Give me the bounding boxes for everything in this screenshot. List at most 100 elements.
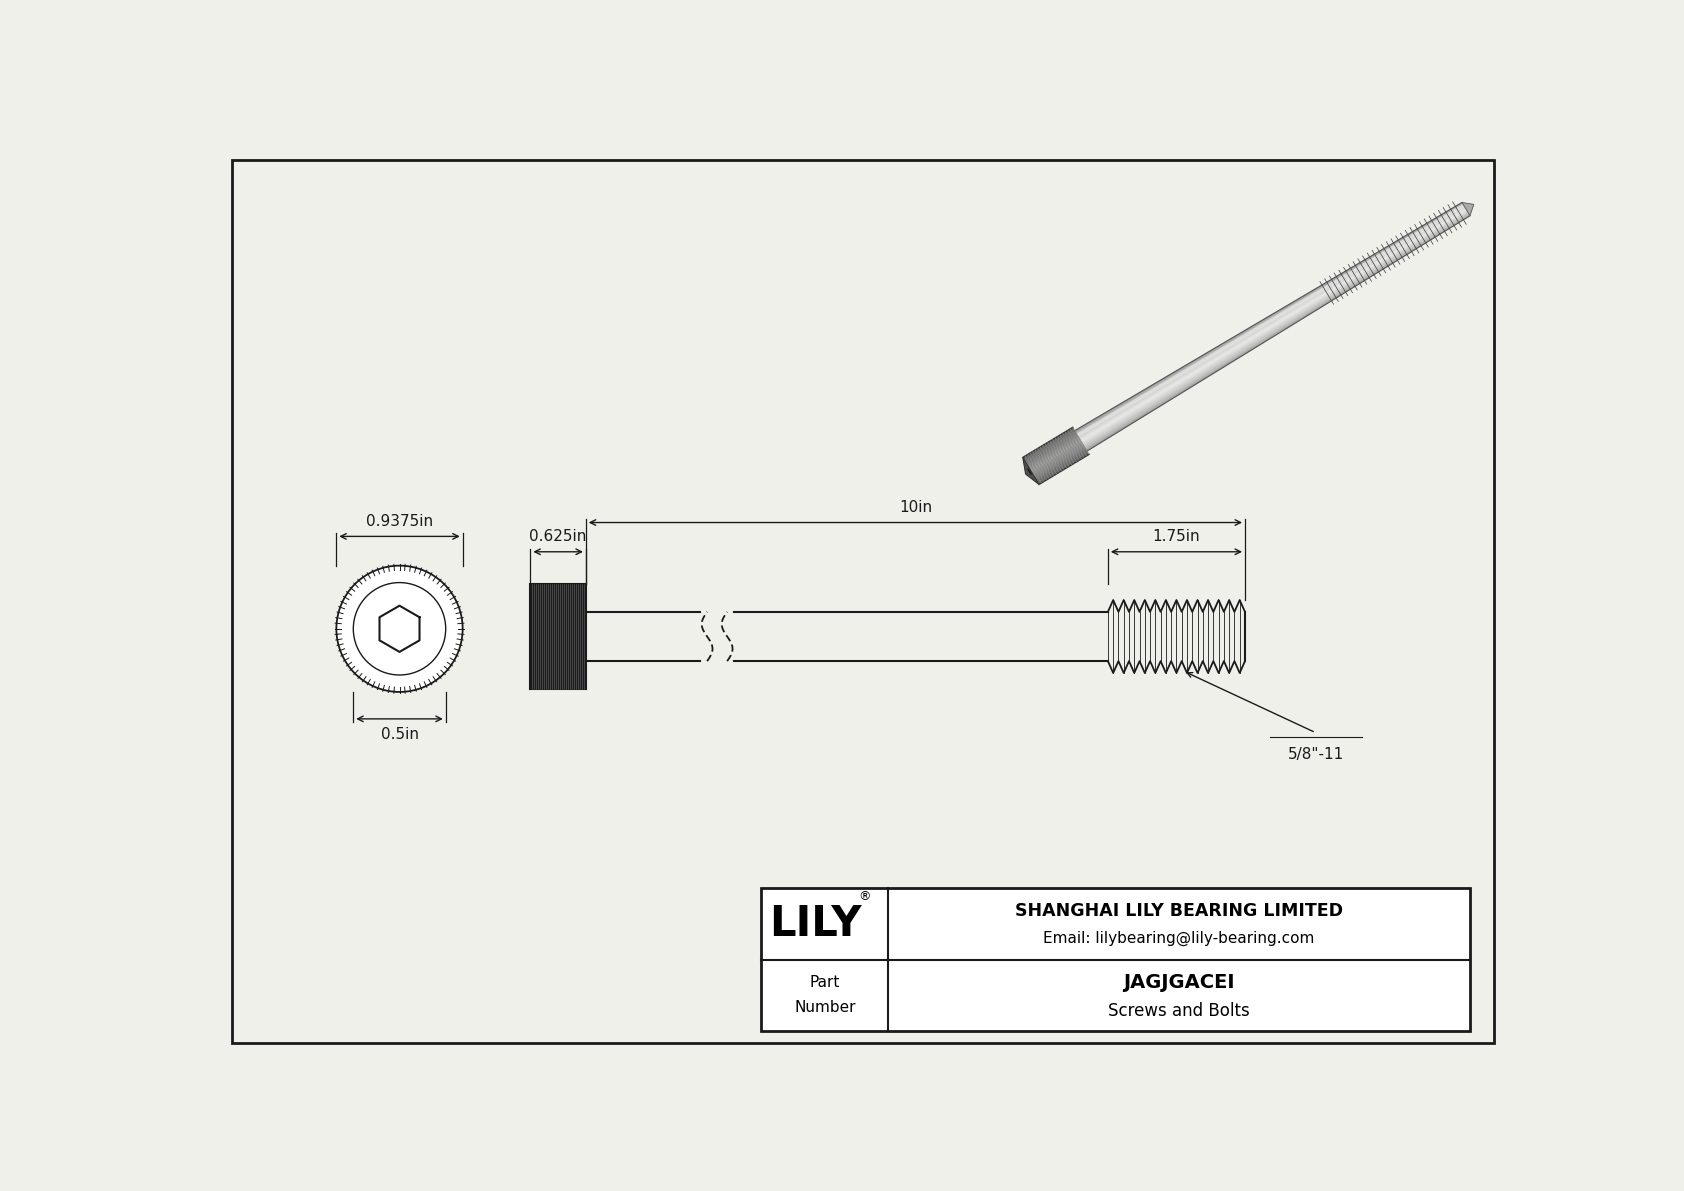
Polygon shape	[1027, 434, 1076, 464]
Polygon shape	[1078, 205, 1463, 435]
Polygon shape	[1074, 202, 1462, 431]
Polygon shape	[1024, 429, 1074, 460]
Polygon shape	[1081, 210, 1467, 442]
Polygon shape	[379, 606, 419, 651]
Polygon shape	[1037, 453, 1088, 484]
Circle shape	[337, 566, 463, 692]
Text: 0.9375in: 0.9375in	[365, 513, 433, 529]
Polygon shape	[1079, 207, 1465, 438]
Polygon shape	[1076, 204, 1463, 432]
Polygon shape	[1031, 442, 1081, 473]
Text: ®: ®	[859, 891, 871, 904]
Polygon shape	[1462, 202, 1474, 216]
Polygon shape	[1036, 448, 1086, 479]
Text: Part
Number: Part Number	[795, 975, 855, 1015]
Polygon shape	[1086, 216, 1470, 450]
Polygon shape	[1076, 204, 1463, 434]
Polygon shape	[1084, 212, 1468, 447]
Polygon shape	[1086, 214, 1470, 450]
Polygon shape	[1029, 437, 1079, 468]
Polygon shape	[1032, 443, 1083, 474]
Polygon shape	[1029, 437, 1079, 468]
Polygon shape	[1079, 207, 1465, 439]
Text: LILY: LILY	[770, 903, 862, 944]
Polygon shape	[1083, 211, 1467, 443]
Text: 5/8"-11: 5/8"-11	[1288, 747, 1344, 761]
Polygon shape	[1032, 442, 1083, 473]
Polygon shape	[1081, 208, 1467, 441]
Polygon shape	[1039, 453, 1088, 484]
Polygon shape	[1031, 439, 1081, 470]
Polygon shape	[1081, 210, 1467, 443]
Polygon shape	[1084, 214, 1468, 449]
Polygon shape	[1036, 449, 1086, 480]
Text: 10in: 10in	[899, 500, 931, 515]
Polygon shape	[1076, 204, 1465, 437]
Polygon shape	[1027, 435, 1078, 466]
Polygon shape	[1034, 447, 1084, 478]
Polygon shape	[1083, 211, 1467, 444]
Polygon shape	[1032, 444, 1083, 475]
Polygon shape	[1026, 431, 1076, 461]
Polygon shape	[1034, 447, 1084, 478]
Text: 1.75in: 1.75in	[1152, 529, 1201, 544]
Polygon shape	[1078, 206, 1465, 437]
Polygon shape	[1026, 431, 1076, 462]
Polygon shape	[1027, 436, 1078, 466]
Polygon shape	[1037, 451, 1088, 482]
Polygon shape	[1036, 450, 1086, 480]
Text: Screws and Bolts: Screws and Bolts	[1108, 1002, 1250, 1019]
Polygon shape	[1036, 448, 1086, 479]
Polygon shape	[1022, 457, 1039, 485]
Polygon shape	[1076, 204, 1463, 432]
Polygon shape	[1083, 212, 1468, 445]
Polygon shape	[1084, 213, 1468, 448]
Polygon shape	[1084, 212, 1468, 445]
Polygon shape	[1079, 207, 1465, 438]
Polygon shape	[1026, 432, 1076, 463]
Polygon shape	[1081, 208, 1465, 441]
Bar	[761, 888, 1470, 1030]
Polygon shape	[1076, 204, 1463, 434]
Polygon shape	[1032, 443, 1083, 474]
Circle shape	[354, 582, 446, 675]
Polygon shape	[1027, 434, 1078, 464]
Polygon shape	[1024, 428, 1074, 459]
Polygon shape	[1026, 432, 1076, 463]
Polygon shape	[1027, 436, 1078, 467]
Polygon shape	[1029, 438, 1079, 469]
Polygon shape	[1078, 206, 1465, 437]
Polygon shape	[1031, 441, 1081, 472]
Polygon shape	[1086, 216, 1470, 451]
Polygon shape	[1024, 429, 1074, 460]
Polygon shape	[1084, 213, 1468, 448]
Polygon shape	[1031, 441, 1081, 470]
Polygon shape	[1029, 438, 1079, 469]
Text: 0.625in: 0.625in	[529, 529, 586, 544]
Text: 0.5in: 0.5in	[381, 727, 419, 742]
Polygon shape	[1034, 445, 1084, 476]
Text: SHANGHAI LILY BEARING LIMITED: SHANGHAI LILY BEARING LIMITED	[1015, 902, 1344, 921]
Text: Email: lilybearing@lily-bearing.com: Email: lilybearing@lily-bearing.com	[1044, 930, 1315, 946]
Polygon shape	[1081, 210, 1467, 442]
Polygon shape	[1078, 206, 1463, 436]
Polygon shape	[1079, 208, 1465, 439]
Polygon shape	[1078, 205, 1463, 435]
Polygon shape	[1083, 212, 1467, 445]
Polygon shape	[1034, 445, 1084, 475]
Polygon shape	[1024, 430, 1074, 461]
Text: JAGJGACEI: JAGJGACEI	[1123, 973, 1234, 992]
Polygon shape	[1037, 450, 1088, 481]
Polygon shape	[1086, 214, 1468, 449]
Polygon shape	[1083, 211, 1467, 444]
Polygon shape	[1086, 214, 1470, 449]
Polygon shape	[1022, 428, 1073, 459]
Polygon shape	[1081, 210, 1467, 442]
Polygon shape	[1078, 206, 1463, 436]
Polygon shape	[1039, 454, 1090, 485]
Bar	[530, 584, 586, 688]
Polygon shape	[1076, 205, 1463, 435]
Polygon shape	[1037, 451, 1088, 482]
Polygon shape	[1084, 213, 1468, 447]
Polygon shape	[1079, 207, 1465, 438]
